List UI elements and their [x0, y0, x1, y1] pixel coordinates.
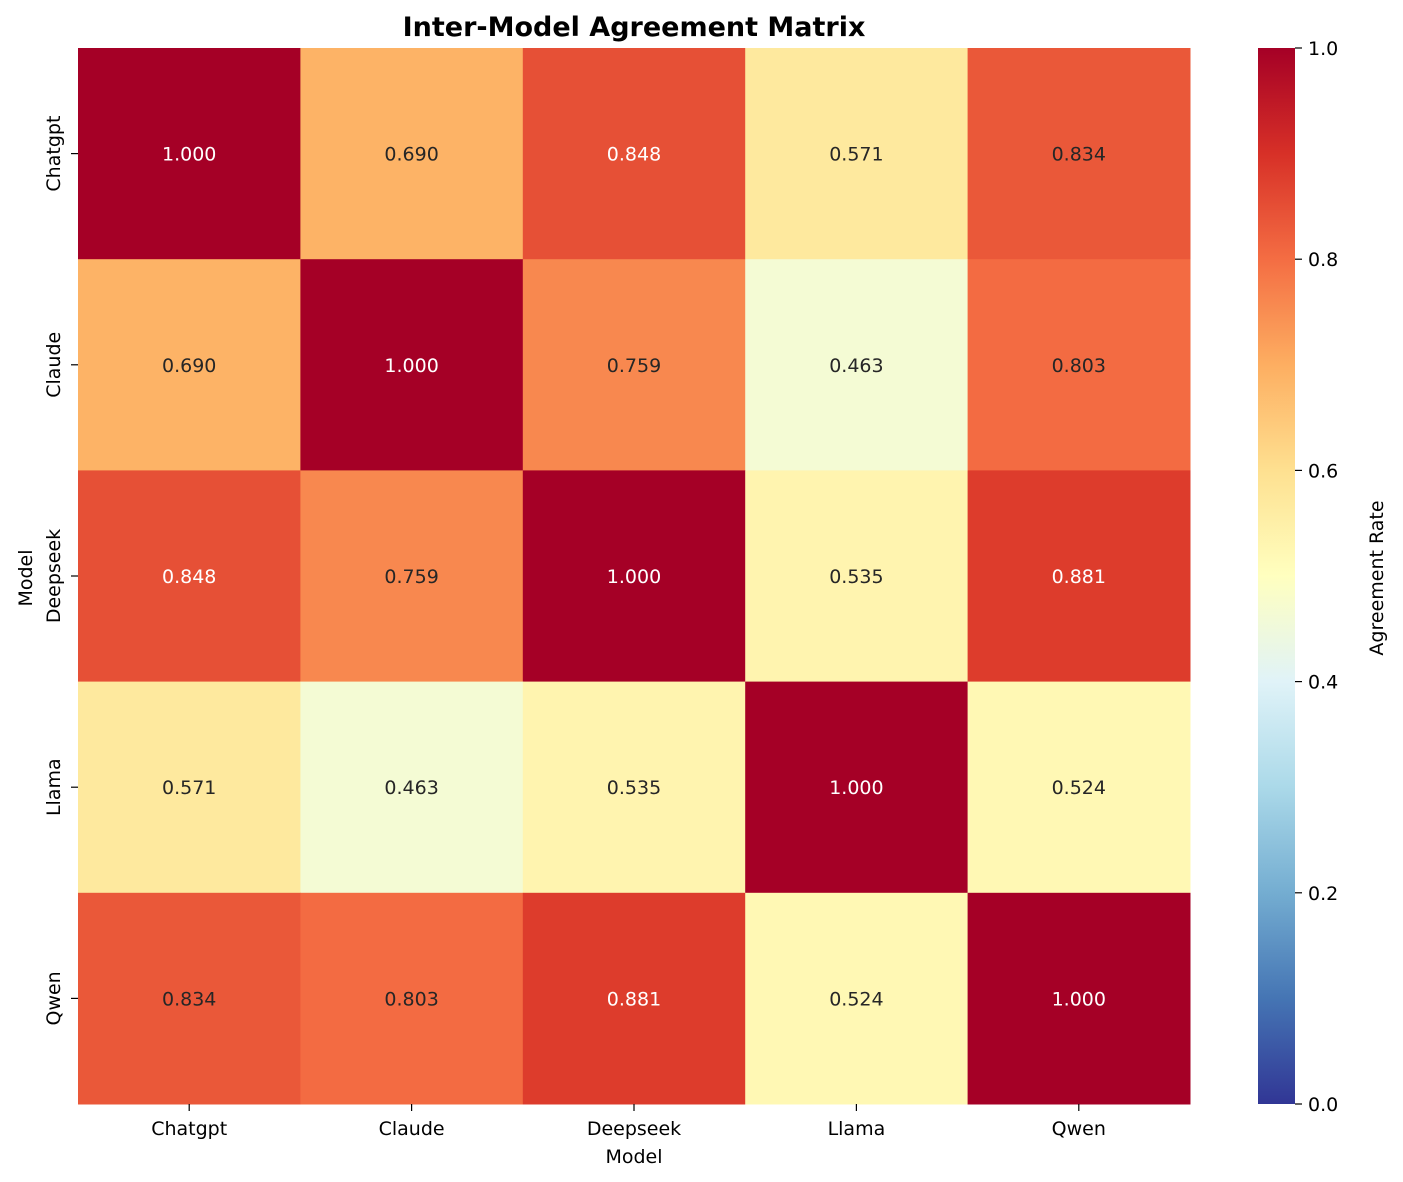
colorbar-tick-label: 0.2: [1308, 883, 1338, 905]
cell-value-label: 0.463: [829, 355, 883, 377]
colorbar: [1258, 48, 1295, 1104]
x-tick-label: Chatgpt: [151, 1118, 227, 1140]
heatmap-cell: [78, 470, 301, 683]
y-tick-label: Llama: [43, 758, 65, 816]
cell-value-label: 0.690: [162, 355, 216, 377]
cell-value-label: 0.803: [384, 988, 438, 1010]
y-tick-label: Chatgpt: [43, 116, 65, 192]
cell-value-label: 0.834: [1052, 144, 1106, 166]
heatmap-cell: [78, 48, 301, 260]
heatmap-cell: [745, 259, 969, 471]
heatmap-cell: [300, 470, 524, 683]
cell-value-label: 0.463: [384, 777, 438, 799]
heatmap-cell: [300, 681, 524, 894]
heatmap-cell: [522, 470, 746, 683]
colorbar-tick-label: 0.6: [1308, 460, 1338, 482]
heatmap-cell: [78, 681, 301, 894]
cell-value-label: 0.834: [162, 988, 216, 1010]
heatmap-cell: [745, 681, 969, 894]
heatmap-cell: [967, 470, 1191, 683]
cell-value-label: 0.524: [829, 988, 883, 1010]
y-tick-label: Deepseek: [43, 529, 65, 623]
cell-value-label: 0.759: [384, 566, 438, 588]
heatmap-cell: [967, 259, 1191, 471]
cell-value-label: 0.759: [607, 355, 661, 377]
cell-value-label: 0.571: [162, 777, 216, 799]
colorbar-tick-label: 0.0: [1308, 1094, 1338, 1116]
heatmap-cell: [745, 892, 969, 1105]
colorbar-label: Agreement Rate: [1366, 500, 1388, 655]
colorbar-tick-label: 1.0: [1308, 38, 1338, 60]
cell-value-label: 0.881: [1052, 566, 1106, 588]
colorbar-tick-label: 0.8: [1308, 249, 1338, 271]
heatmap-cell: [78, 892, 301, 1105]
colorbar-ticks: 0.0 0.2 0.4 0.6 0.8 1.0: [1295, 38, 1338, 1116]
cell-value-label: 1.000: [1052, 988, 1106, 1010]
x-tick-label: Deepseek: [587, 1118, 681, 1140]
y-tick-label: Qwen: [43, 971, 65, 1025]
cell-value-label: 1.000: [384, 355, 438, 377]
y-axis-ticks: Chatgpt Claude Deepseek Llama Qwen: [43, 116, 78, 1026]
cell-value-label: 0.881: [607, 988, 661, 1010]
heatmap-cell: [745, 470, 969, 683]
cell-value-label: 0.535: [607, 777, 661, 799]
chart-title: Inter-Model Agreement Matrix: [403, 12, 866, 43]
heatmap-cells: 1.000 0.690 0.848 0.571 0.834 0.690 1.000 0.759…: [78, 48, 1191, 1105]
heatmap-cell: [967, 48, 1191, 260]
heatmap-cell: [745, 48, 969, 260]
cell-value-label: 0.848: [607, 144, 661, 166]
x-tick-label: Claude: [379, 1118, 445, 1140]
x-tick-label: Qwen: [1052, 1118, 1106, 1140]
heatmap-cell: [522, 259, 746, 471]
cell-value-label: 0.524: [1052, 777, 1106, 799]
y-axis-label: Model: [15, 549, 37, 606]
cell-value-label: 1.000: [829, 777, 883, 799]
x-axis-label: Model: [605, 1146, 662, 1168]
cell-value-label: 0.803: [1052, 355, 1106, 377]
x-axis-ticks: Chatgpt Claude Deepseek Llama Qwen: [151, 1104, 1106, 1140]
cell-value-label: 0.571: [829, 144, 883, 166]
heatmap-cell: [967, 681, 1191, 894]
heatmap-cell: [300, 892, 524, 1105]
heatmap-cell: [522, 681, 746, 894]
y-tick-label: Claude: [43, 332, 65, 398]
heatmap-cell: [967, 892, 1191, 1105]
cell-value-label: 1.000: [607, 566, 661, 588]
cell-value-label: 0.535: [829, 566, 883, 588]
cell-value-label: 0.690: [384, 144, 438, 166]
heatmap-cell: [522, 48, 746, 260]
x-tick-label: Llama: [828, 1118, 886, 1140]
heatmap-cell: [78, 259, 301, 471]
heatmap-cell: [522, 892, 746, 1105]
cell-value-label: 0.848: [162, 566, 216, 588]
colorbar-tick-label: 0.4: [1308, 672, 1338, 694]
heatmap-cell: [300, 48, 524, 260]
cell-value-label: 1.000: [162, 144, 216, 166]
heatmap-cell: [300, 259, 524, 471]
